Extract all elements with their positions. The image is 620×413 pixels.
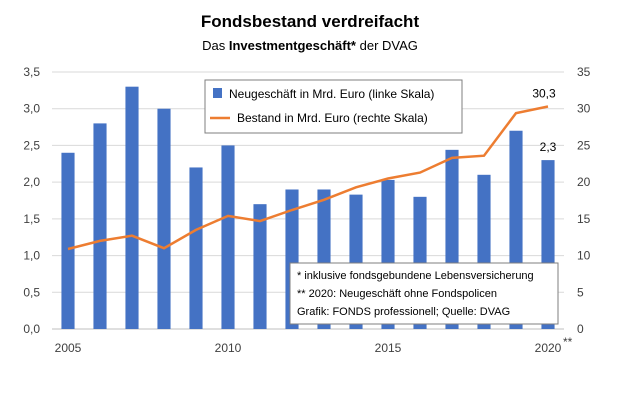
note-line-3: Grafik: FONDS professionell; Quelle: DVA… [297, 306, 510, 318]
notes-frame [289, 262, 559, 325]
note-line-1: * inklusive fondsgebundene Lebensversich… [297, 270, 534, 282]
left-tick-label: 1,5 [23, 212, 40, 226]
line-last-data-label: 30,3 [532, 87, 556, 101]
x-tick-label: 2015 [375, 341, 402, 355]
right-tick-label: 5 [577, 285, 584, 299]
bar-2006 [93, 123, 107, 330]
x-axis-ticks: 2005 2010 2015 2020 ** [55, 335, 573, 355]
left-axis-ticks: 0,0 0,5 1,0 1,5 2,0 2,5 3,0 3,5 [23, 65, 40, 336]
right-tick-label: 15 [577, 212, 591, 226]
left-tick-label: 3,5 [23, 65, 40, 79]
bestand-line [67, 105, 549, 251]
right-tick-label: 30 [577, 102, 591, 116]
legend: Neugeschäft in Mrd. Euro (linke Skala) B… [204, 79, 463, 134]
bar-2011 [253, 204, 267, 329]
left-tick-label: 2,5 [23, 138, 40, 152]
bar-2005 [61, 152, 75, 329]
chart-subtitle: Das Investmentgeschäft* der DVAG [202, 38, 418, 53]
left-tick-label: 1,0 [23, 249, 40, 263]
bar-2009 [189, 167, 203, 329]
right-tick-label: 35 [577, 65, 591, 79]
left-tick-label: 2,0 [23, 175, 40, 189]
legend-label-neugeschaeft: Neugeschäft in Mrd. Euro (linke Skala) [229, 87, 434, 101]
bar-2007 [125, 86, 139, 329]
legend-label-bestand: Bestand in Mrd. Euro (rechte Skala) [237, 111, 428, 125]
chart-title: Fondsbestand verdreifacht [201, 12, 420, 31]
legend-box [204, 79, 463, 134]
right-tick-label: 0 [577, 322, 584, 336]
x-tick-suffix: ** [563, 335, 573, 349]
x-tick-label: 2010 [215, 341, 242, 355]
bar-2008 [157, 108, 171, 329]
left-tick-label: 3,0 [23, 102, 40, 116]
note-line-2: ** 2020: Neugeschäft ohne Fondspolicen [297, 288, 497, 300]
bar-last-data-label: 2,3 [540, 140, 557, 154]
x-tick-label: 2020 [535, 341, 562, 355]
notes-box: * inklusive fondsgebundene Lebensversich… [289, 262, 559, 325]
left-tick-label: 0,0 [23, 322, 40, 336]
bar-2010 [221, 145, 235, 329]
left-tick-label: 0,5 [23, 285, 40, 299]
right-tick-label: 25 [577, 138, 591, 152]
legend-swatch-neugeschaeft [213, 88, 222, 98]
right-axis-ticks: 0 5 10 15 20 25 30 35 [577, 65, 591, 336]
right-tick-label: 20 [577, 175, 591, 189]
right-tick-label: 10 [577, 249, 591, 263]
x-tick-label: 2005 [55, 341, 82, 355]
